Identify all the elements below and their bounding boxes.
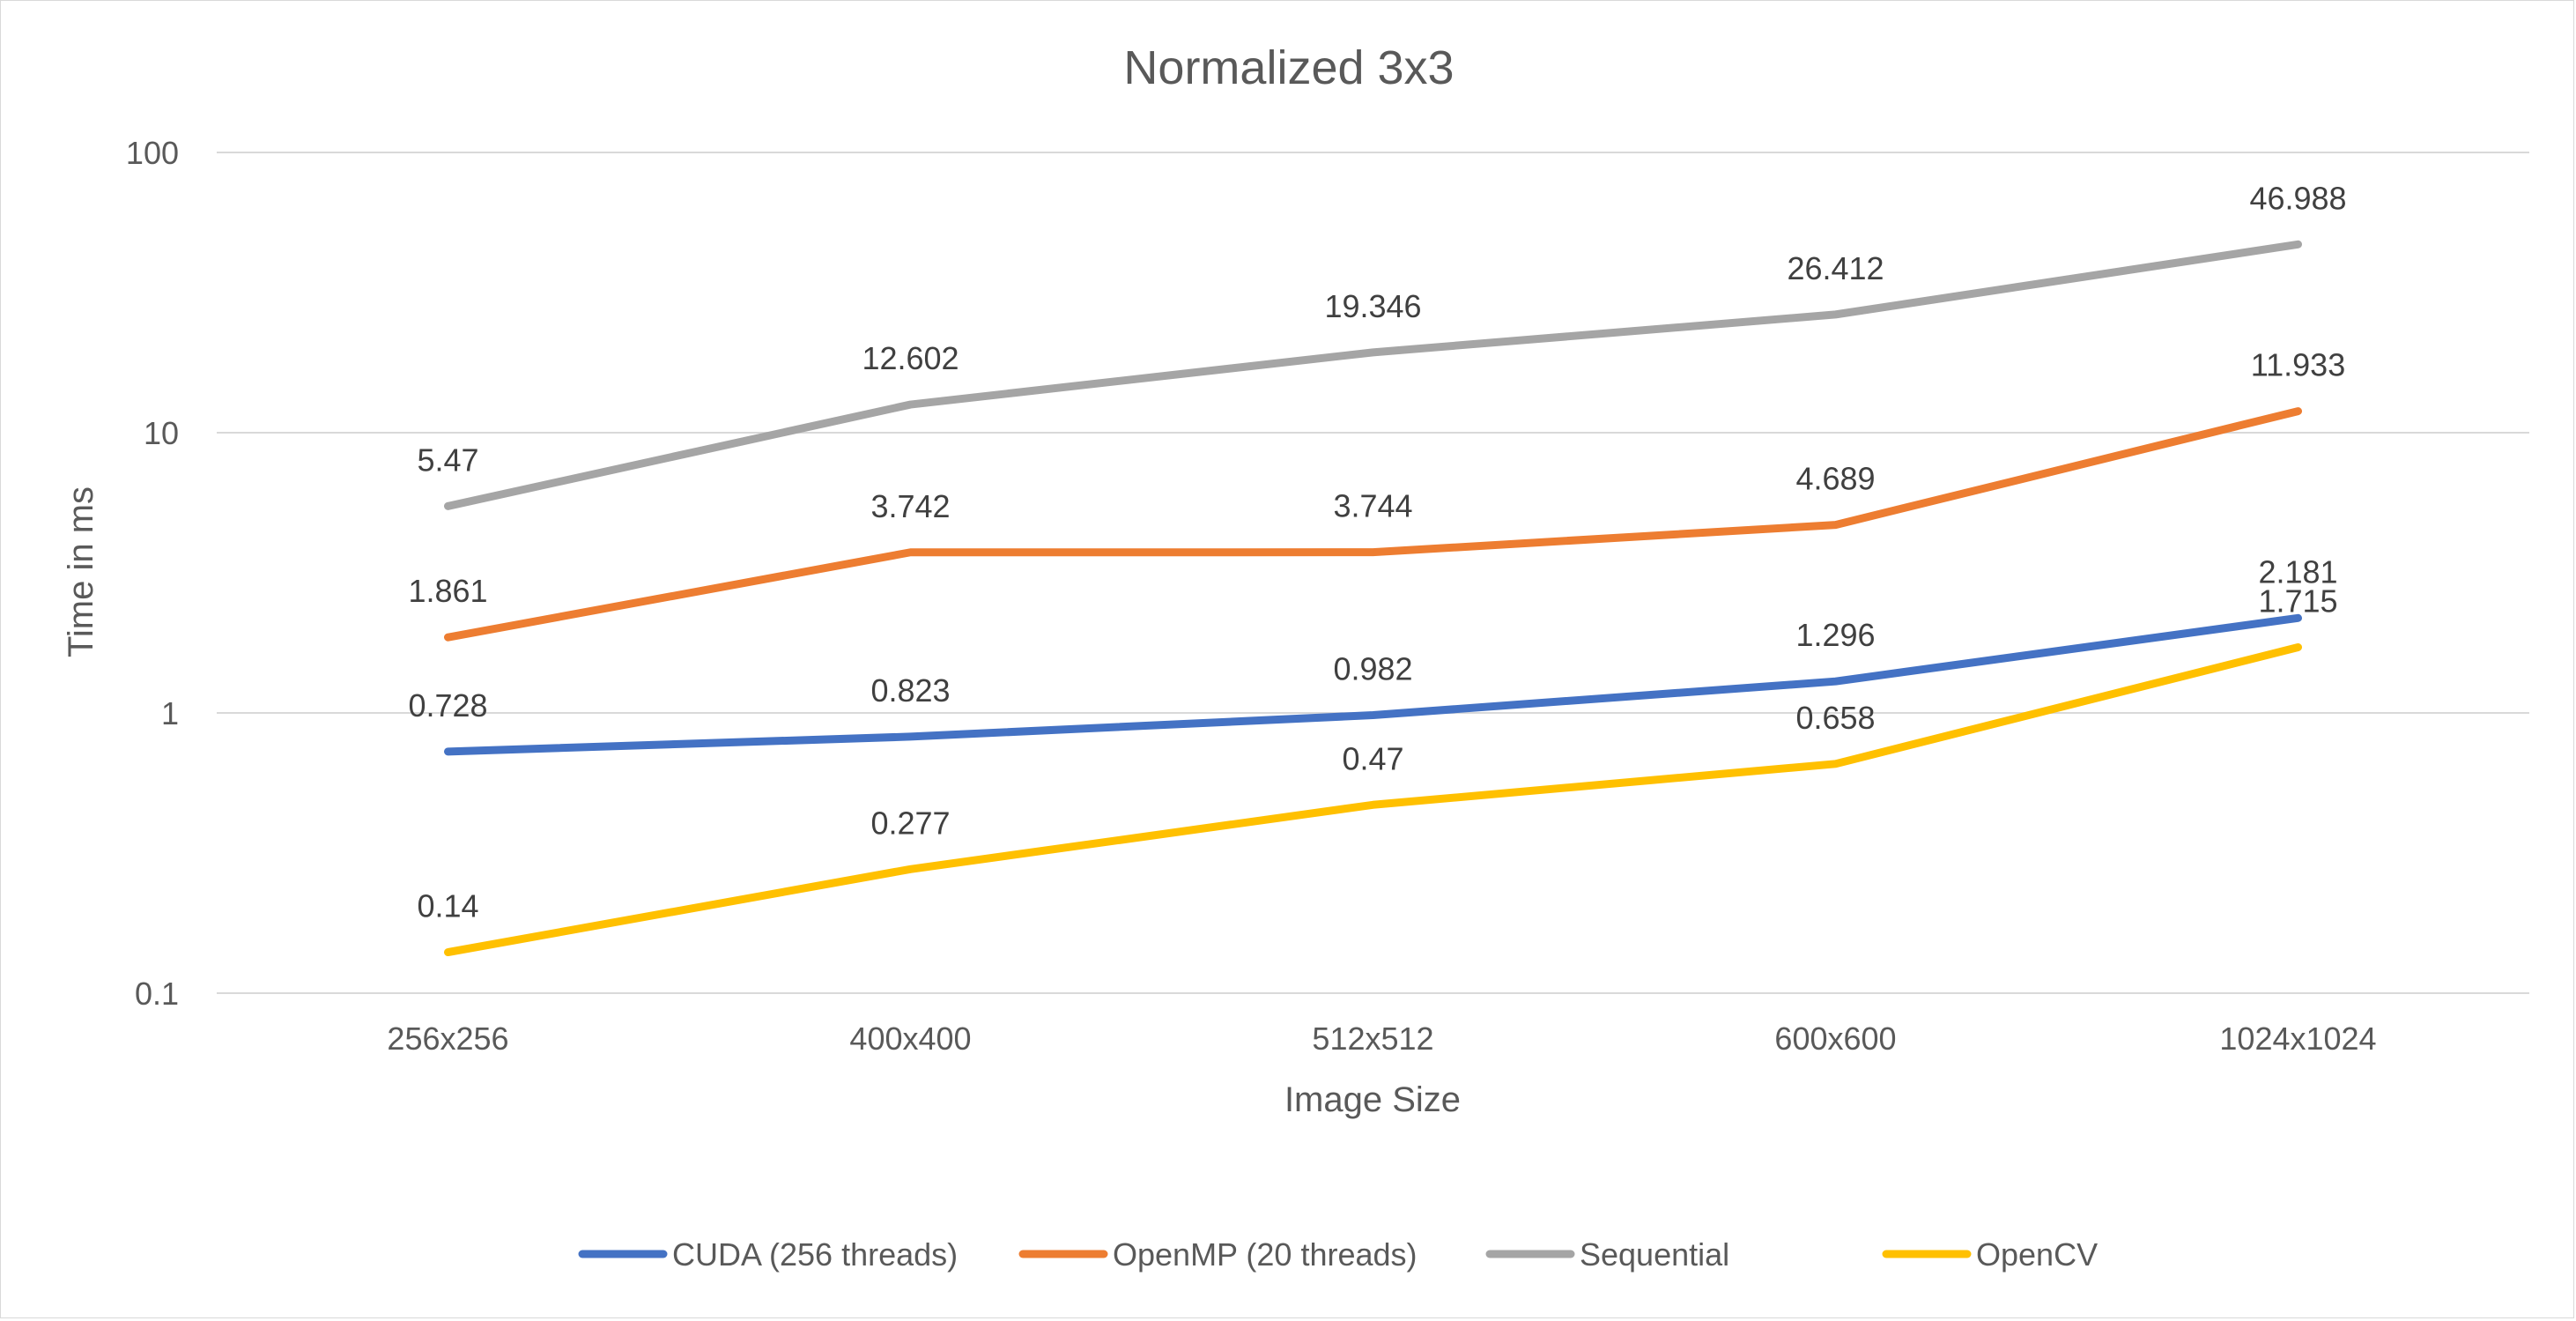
legend: CUDA (256 threads) OpenMP (20 threads) Seq… — [578, 1236, 2098, 1273]
y-tick-label: 0.1 — [135, 976, 179, 1012]
data-label: 3.742 — [870, 488, 950, 524]
data-point — [2297, 410, 2299, 412]
data-point — [1372, 551, 1374, 553]
data-point — [1834, 680, 1837, 683]
data-point — [1834, 313, 1837, 315]
data-point — [447, 951, 449, 954]
data-point — [1834, 523, 1837, 526]
y-tick-label: 10 — [144, 415, 179, 451]
x-axis-title: Image Size — [1284, 1080, 1461, 1119]
series-line — [444, 240, 2302, 510]
data-label: 0.658 — [1795, 700, 1875, 736]
data-label: 1.715 — [2258, 583, 2337, 620]
legend-label: OpenMP (20 threads) — [1113, 1236, 1418, 1273]
x-tick-label: 1024x1024 — [2219, 1020, 2376, 1057]
legend-label: CUDA (256 threads) — [672, 1236, 958, 1273]
data-label: 0.14 — [417, 888, 478, 924]
x-tick-label: 400x400 — [849, 1020, 971, 1057]
data-label: 0.823 — [870, 672, 950, 709]
data-label: 1.861 — [408, 573, 487, 609]
data-label: 1.296 — [1795, 617, 1875, 653]
y-axis-title: Time in ms — [62, 486, 100, 657]
data-point — [447, 505, 449, 508]
x-axis-ticks: 256x256 400x400 512x512 600x600 1024x1024 — [387, 1020, 2376, 1057]
data-point — [1834, 762, 1837, 765]
y-tick-label: 100 — [126, 135, 179, 171]
data-label: 3.744 — [1333, 488, 1412, 524]
data-point — [1372, 804, 1374, 806]
data-point — [1372, 714, 1374, 716]
data-point — [1372, 351, 1374, 353]
data-label: 5.47 — [417, 442, 478, 478]
gridlines — [217, 152, 2529, 994]
data-label: 0.728 — [408, 687, 487, 724]
data-label: 46.988 — [2249, 180, 2346, 216]
legend-label: Sequential — [1580, 1236, 1729, 1273]
data-label: 2.181 — [2258, 553, 2337, 590]
data-label: 0.982 — [1333, 651, 1412, 687]
data-label: 4.689 — [1795, 461, 1875, 497]
data-label: 11.933 — [2251, 347, 2345, 383]
data-point — [2297, 243, 2299, 246]
y-axis-ticks: 0.1 1 10 100 — [126, 135, 179, 1012]
y-tick-label: 1 — [161, 695, 179, 731]
data-point — [909, 868, 912, 871]
data-labels: 0.728 0.823 0.982 1.296 2.181 1.861 3.742 3.744… — [408, 180, 2346, 924]
data-label: 0.47 — [1342, 740, 1403, 776]
data-point — [909, 735, 912, 738]
x-tick-label: 600x600 — [1774, 1020, 1896, 1057]
data-point — [447, 750, 449, 753]
data-point — [2297, 617, 2299, 620]
chart-title: Normalized 3x3 — [1123, 41, 1454, 94]
data-label: 26.412 — [1787, 250, 1884, 286]
data-point — [909, 551, 912, 553]
data-label: 19.346 — [1324, 288, 1421, 324]
series-line — [444, 643, 2302, 957]
legend-label: OpenCV — [1976, 1236, 2098, 1273]
data-label: 0.277 — [870, 805, 950, 841]
data-point — [2297, 646, 2299, 649]
x-tick-label: 256x256 — [387, 1020, 508, 1057]
data-label: 12.602 — [862, 340, 959, 376]
x-tick-label: 512x512 — [1312, 1020, 1433, 1057]
series-lines — [444, 240, 2302, 957]
data-point — [447, 636, 449, 639]
data-point — [909, 404, 912, 406]
